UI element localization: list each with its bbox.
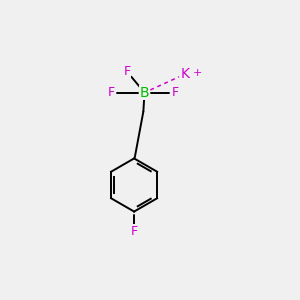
- Text: K: K: [180, 67, 189, 81]
- Text: F: F: [124, 65, 131, 78]
- Text: F: F: [172, 86, 179, 99]
- Text: F: F: [130, 225, 138, 238]
- Text: B: B: [140, 85, 149, 100]
- Text: +: +: [193, 68, 202, 78]
- Text: F: F: [107, 86, 115, 99]
